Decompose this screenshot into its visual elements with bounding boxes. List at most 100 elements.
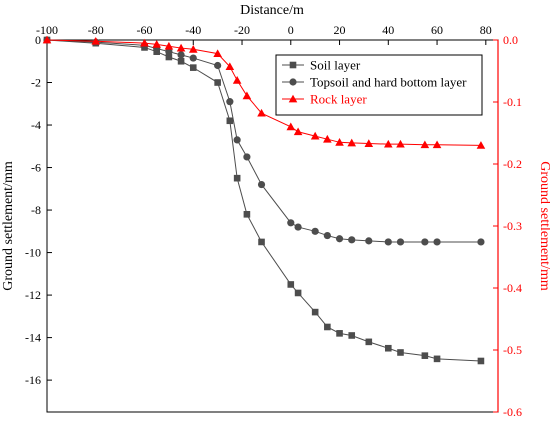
data-point — [243, 211, 251, 218]
x-tick-label: -80 — [88, 23, 104, 37]
legend-entry: Rock layer — [282, 92, 367, 107]
data-point — [189, 54, 197, 62]
data-point — [323, 134, 332, 143]
data-point — [177, 51, 185, 59]
x-tick-label: -20 — [234, 23, 250, 37]
data-point — [214, 79, 221, 86]
legend-label: Soil layer — [310, 58, 361, 73]
y2-tick-label: -0.4 — [503, 281, 522, 295]
legend-entry: Soil layer — [282, 58, 361, 73]
y2-tick-label: -0.6 — [503, 405, 522, 419]
data-point — [324, 323, 331, 331]
data-point — [323, 231, 331, 240]
data-point — [242, 91, 252, 100]
data-point — [365, 338, 373, 346]
data-point — [420, 140, 430, 149]
y2-tick-label: 0.0 — [503, 33, 518, 47]
data-point — [348, 332, 356, 339]
legend-box — [275, 54, 483, 116]
data-point — [91, 36, 101, 45]
data-point — [257, 108, 266, 117]
x-tick-label: 20 — [334, 23, 346, 37]
data-point — [152, 40, 162, 48]
x-tick-label: 80 — [480, 23, 492, 37]
data-point — [310, 131, 320, 140]
x-tick-label: 0 — [288, 23, 294, 37]
legend-label: Rock layer — [310, 92, 367, 107]
data-point — [213, 49, 222, 58]
y-tick-label: -2 — [31, 76, 41, 90]
legend-label: Topsoil and hard bottom layer — [310, 75, 467, 90]
data-point — [225, 62, 235, 71]
data-point — [476, 141, 486, 149]
data-point — [233, 136, 241, 144]
y2-tick-label: -0.5 — [503, 343, 522, 357]
series-3 — [42, 35, 486, 149]
data-point — [189, 64, 197, 71]
y-axis-label: Ground settlement/mm — [1, 161, 16, 291]
data-point — [477, 357, 485, 365]
y-tick-label: -4 — [31, 118, 41, 132]
axes-layer: -100 -80 -60 -40 -20 0 20 40 60 80 0 -2 -4 -6 -8 -10 -12… — [25, 23, 522, 419]
data-point — [433, 355, 441, 363]
data-point — [226, 98, 234, 106]
data-point — [348, 236, 356, 244]
data-point — [214, 61, 222, 70]
data-point — [384, 344, 392, 352]
data-point — [311, 227, 319, 235]
data-point — [421, 238, 429, 246]
x-tick-label: 60 — [431, 23, 443, 37]
data-point — [347, 138, 357, 147]
y-tick-label: -14 — [25, 331, 41, 345]
data-point — [477, 238, 485, 246]
data-point — [232, 76, 242, 84]
data-point — [396, 238, 405, 246]
data-point — [293, 127, 303, 136]
data-point — [335, 235, 344, 243]
x-tick-label: -100 — [36, 23, 58, 37]
y2-tick-label: -0.2 — [503, 157, 522, 171]
data-point — [421, 352, 429, 359]
data-point — [233, 174, 241, 182]
data-point — [165, 53, 173, 61]
data-point — [177, 57, 185, 65]
data-point — [364, 139, 374, 147]
data-point — [226, 117, 234, 125]
y-tick-label: -16 — [25, 373, 41, 387]
data-point — [294, 289, 302, 297]
data-point — [335, 138, 344, 146]
legend-marker — [289, 61, 297, 69]
data-point — [243, 153, 251, 161]
data-point — [257, 180, 266, 189]
data-point — [432, 140, 442, 149]
legend-entry: Topsoil and hard bottom layer — [282, 75, 467, 90]
data-point — [165, 48, 173, 56]
data-point — [42, 35, 52, 44]
data-point — [433, 238, 441, 246]
legend-marker — [289, 78, 297, 86]
data-point — [396, 139, 405, 148]
data-point — [384, 238, 392, 246]
x-tick-label: 40 — [382, 23, 394, 37]
series-layer — [42, 35, 486, 365]
legend: Soil layer Topsoil and hard bottom layer R… — [275, 54, 483, 116]
y-tick-label: -6 — [31, 161, 41, 175]
data-point — [336, 330, 343, 337]
data-point — [287, 219, 295, 227]
data-point — [164, 41, 174, 50]
data-point — [383, 139, 393, 148]
data-point — [397, 349, 404, 356]
data-point — [176, 43, 186, 52]
y-tick-label: 0 — [35, 33, 41, 47]
y2-axis-label: Ground settlement/mm — [537, 161, 550, 291]
data-point — [258, 238, 265, 246]
legend-marker — [288, 94, 298, 103]
data-point — [311, 308, 319, 316]
x-tick-label: -60 — [137, 23, 153, 37]
data-point — [287, 281, 295, 288]
y2-tick-label: -0.3 — [503, 219, 522, 233]
y-tick-label: -10 — [25, 246, 41, 260]
data-point — [294, 223, 302, 231]
data-point — [140, 38, 149, 47]
